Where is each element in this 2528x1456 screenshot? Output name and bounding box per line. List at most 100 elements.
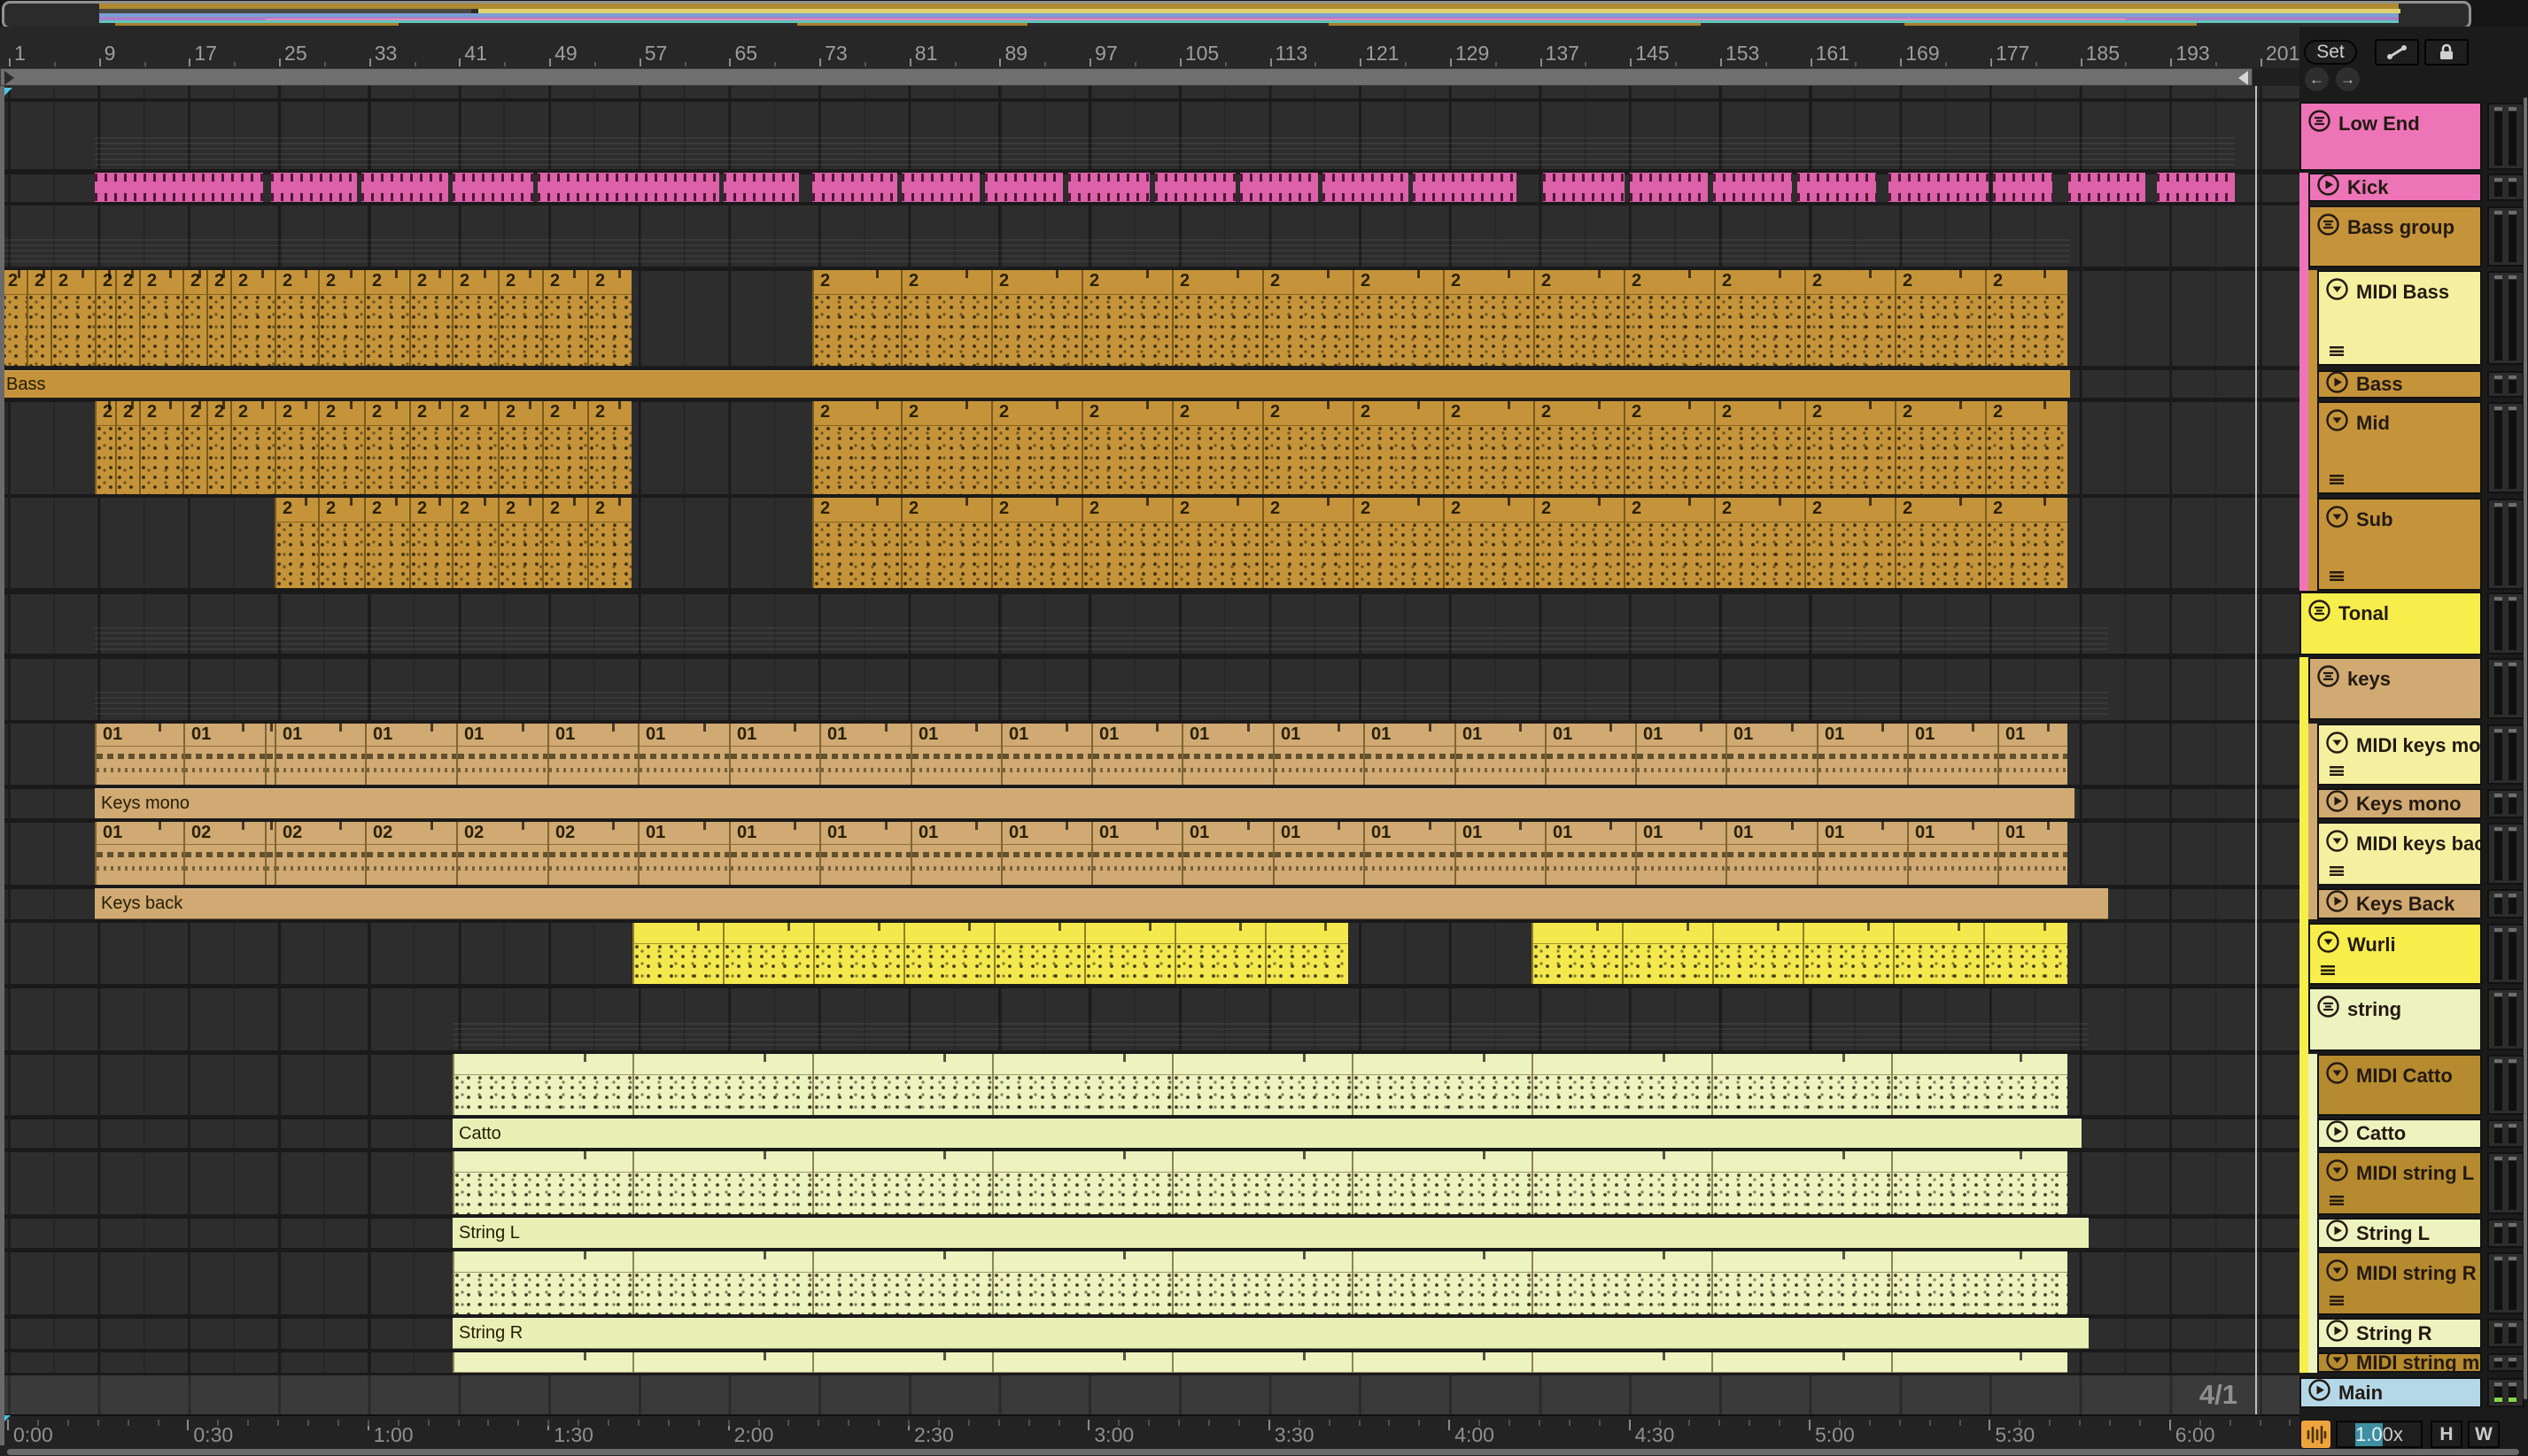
clip-kick[interactable] [2157,173,2235,202]
midi-clip-mid[interactable]: 2 [318,401,364,494]
midi-clip-midi-keys-mon[interactable]: 01 [1997,724,2067,786]
midi-clip-midi-bass[interactable]: 2 [206,270,230,366]
midi-clip-sub[interactable]: 2 [1985,498,2067,591]
midi-clip-midi-keys-bac[interactable]: 02 [365,822,456,886]
fold-icon[interactable] [2325,1259,2349,1288]
arrangement-row-tonal[interactable] [0,592,2299,655]
midi-clip-midi-string-l[interactable] [1532,1151,1711,1215]
song-overview[interactable] [0,0,2528,29]
midi-clip-sub[interactable]: 2 [542,498,587,591]
midi-clip-sub[interactable]: 2 [587,498,632,591]
track-header-midi-string-r[interactable]: MIDI string R [2317,1251,2482,1315]
track-header-midi-string-l[interactable]: MIDI string L [2317,1151,2482,1215]
midi-clip-mid[interactable]: 2 [542,401,587,494]
arrangement-row-midi-keys-bac[interactable]: 01 02 02 02 02 02 01 01 01 01 01 01 01 01 01 01 01 01 01 01… [0,822,2299,886]
midi-clip-midi-bass[interactable]: 2 [139,270,182,366]
clip-kick[interactable] [1630,173,1708,202]
midi-clip-midi-keys-mon[interactable]: 01 [1817,724,1907,786]
hamburger-icon[interactable] [2330,1296,2344,1305]
track-header-midi-keys-mon[interactable]: MIDI keys mon [2317,724,2482,786]
clip-kick[interactable] [724,173,799,202]
audio-clip-keys-back[interactable]: Keys back [95,888,2108,919]
midi-clip-midi-string-mi[interactable] [812,1352,992,1373]
clip-kick[interactable] [271,173,357,202]
midi-clip-midi-string-l[interactable] [453,1151,632,1215]
midi-clip-midi-keys-mon[interactable]: 01 [911,724,1001,786]
midi-clip-midi-keys-mon[interactable]: 01 [638,724,729,786]
forward-arrow-button[interactable]: → [2336,67,2360,91]
clip-kick[interactable] [985,173,1063,202]
track-header-kick[interactable]: Kick [2308,173,2482,202]
midi-clip-midi-bass[interactable]: 2 [50,270,95,366]
audio-clip-string-r[interactable]: String R [453,1318,2089,1349]
fold-icon[interactable] [2325,1158,2349,1188]
midi-clip-midi-keys-mon[interactable]: 01 [1001,724,1091,786]
midi-clip-midi-keys-mon[interactable]: 01 [547,724,638,786]
midi-clip-midi-keys-bac[interactable]: 01 [95,822,183,886]
midi-clip-midi-keys-bac[interactable]: 01 [1725,822,1817,886]
midi-clip-midi-bass[interactable]: 2 [812,270,901,366]
fold-icon[interactable] [2325,505,2349,534]
midi-clip-midi-string-l[interactable] [1352,1151,1532,1215]
midi-clip-wurli[interactable] [1803,923,1893,985]
track-header-midi-string-mi[interactable]: MIDI string mi [2317,1352,2482,1373]
midi-clip-wurli[interactable] [1532,923,1622,985]
midi-clip-mid[interactable]: 2 [1262,401,1353,494]
clip-kick[interactable] [1993,173,2052,202]
midi-clip-midi-string-mi[interactable] [1172,1352,1352,1373]
midi-clip-wurli[interactable] [1893,923,1983,985]
midi-clip-mid[interactable]: 2 [1172,401,1262,494]
clip-kick[interactable] [1797,173,1876,202]
track-header-mid[interactable]: Mid [2317,401,2482,494]
midi-clip-midi-catto[interactable] [453,1054,632,1116]
track-header-string-r[interactable]: String R [2317,1318,2482,1349]
midi-clip-wurli[interactable] [994,923,1084,985]
midi-clip-midi-string-l[interactable] [992,1151,1172,1215]
play-icon[interactable] [2325,790,2349,817]
midi-clip-midi-bass[interactable]: 2 [587,270,632,366]
midi-clip-midi-keys-mon[interactable] [265,724,275,786]
midi-clip-midi-string-r[interactable] [1891,1251,2067,1315]
midi-clip-wurli[interactable] [1712,923,1803,985]
arrangement-row-catto[interactable]: Catto [0,1119,2299,1149]
midi-clip-sub[interactable]: 2 [364,498,409,591]
midi-clip-midi-bass[interactable]: 2 [1985,270,2067,366]
beat-ruler[interactable]: 1 9 17 25 33 41 49 57 65 73 81 89 97 105 113 121 129 137 1… [0,27,2299,68]
hamburger-icon[interactable] [2330,1196,2344,1205]
midi-clip-mid[interactable]: 2 [498,401,542,494]
midi-clip-midi-keys-bac[interactable]: 01 [1273,822,1363,886]
midi-clip-midi-keys-mon[interactable]: 01 [275,724,365,786]
midi-clip-wurli[interactable] [1622,923,1712,985]
midi-clip-midi-keys-mon[interactable]: 01 [365,724,456,786]
midi-clip-sub[interactable]: 2 [1353,498,1443,591]
track-header-midi-catto[interactable]: MIDI Catto [2317,1054,2482,1116]
track-header-keys-back[interactable]: Keys Back [2317,888,2482,919]
midi-clip-mid[interactable]: 2 [115,401,139,494]
midi-clip-midi-keys-bac[interactable]: 02 [275,822,365,886]
midi-clip-mid[interactable]: 2 [587,401,632,494]
midi-clip-midi-keys-bac[interactable]: 01 [638,822,729,886]
midi-clip-midi-keys-mon[interactable]: 01 [1091,724,1182,786]
play-icon[interactable] [2307,1379,2331,1406]
midi-clip-midi-keys-mon[interactable]: 01 [1273,724,1363,786]
midi-clip-midi-keys-bac[interactable]: 01 [911,822,1001,886]
hamburger-icon[interactable] [2330,866,2344,876]
midi-clip-sub[interactable]: 2 [409,498,452,591]
track-header-string[interactable]: string [2308,987,2482,1051]
midi-clip-midi-keys-bac[interactable] [265,822,275,886]
midi-clip-midi-bass[interactable]: 2 [409,270,452,366]
clip-kick[interactable] [1322,173,1408,202]
clip-kick[interactable] [1413,173,1516,202]
midi-clip-mid[interactable]: 2 [1533,401,1624,494]
midi-clip-sub[interactable]: 2 [498,498,542,591]
group-icon[interactable] [2307,109,2331,138]
track-header-bass-group[interactable]: Bass group [2308,205,2482,267]
track-header-bass[interactable]: Bass [2317,370,2482,399]
midi-clip-midi-bass[interactable]: 2 [230,270,275,366]
midi-clip-midi-keys-mon[interactable]: 01 [819,724,911,786]
audio-clip-string-l[interactable]: String L [453,1218,2089,1249]
play-icon[interactable] [2325,890,2349,918]
clip-kick[interactable] [1068,173,1150,202]
clip-kick[interactable] [538,173,719,202]
